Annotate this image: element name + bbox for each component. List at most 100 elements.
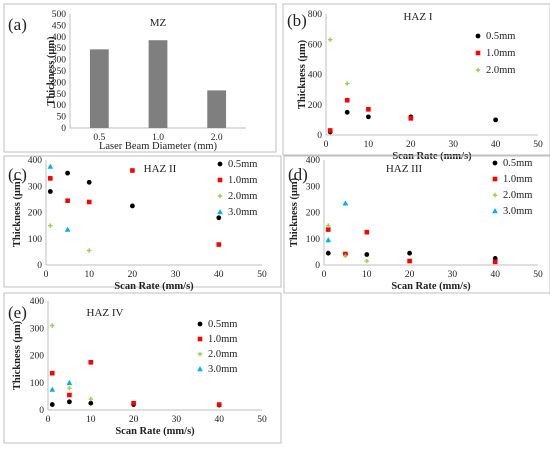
y-tick-label: 350 bbox=[52, 44, 67, 54]
legend-marker-2.0mm bbox=[475, 67, 481, 73]
panel-letter: (d) bbox=[288, 165, 308, 184]
data-point-2.0mm bbox=[87, 248, 92, 253]
x-tick-label: 20 bbox=[128, 270, 138, 280]
x-tick-label: 30 bbox=[448, 140, 458, 150]
chart-title: MZ bbox=[150, 17, 167, 29]
y-tick-label: 450 bbox=[52, 21, 67, 31]
data-point-1.0mm bbox=[130, 168, 135, 173]
chart-panel-3: (c) 0 100 200 300 400 Thickness (μm) 0 10 20 30 40 5… bbox=[3, 155, 282, 292]
y-tick-label: 400 bbox=[52, 33, 67, 43]
x-tick-label: 30 bbox=[172, 415, 182, 425]
data-point-1.0mm bbox=[49, 370, 55, 376]
x-tick-label: 0 bbox=[46, 415, 51, 425]
legend-label: 2.0mm bbox=[486, 65, 515, 76]
x-tick-label: 10 bbox=[84, 270, 94, 280]
data-point-0.5mm bbox=[65, 170, 70, 176]
data-point-3.0mm bbox=[66, 379, 73, 385]
legend-marker-2.0mm bbox=[492, 192, 498, 198]
data-point-0.5mm bbox=[67, 399, 72, 405]
y-tick-label: 300 bbox=[306, 182, 321, 192]
data-point-1.0mm bbox=[216, 242, 222, 247]
data-point-0.5mm bbox=[344, 109, 350, 115]
legend-label: 0.5mm bbox=[208, 319, 237, 330]
data-point-1.0mm bbox=[88, 360, 94, 365]
data-point-0.5mm bbox=[366, 114, 371, 120]
y-tick-label: 500 bbox=[52, 10, 67, 20]
chart-panel-2: (b) 0 200 400 600 800 Thickness (μm) 0 10 20 30 40 5… bbox=[282, 3, 550, 162]
x-tick-label: 0 bbox=[324, 140, 329, 150]
x-tick-label: 0.5 bbox=[93, 133, 105, 143]
panel-frame bbox=[3, 292, 282, 444]
x-tick-label: 30 bbox=[171, 270, 181, 280]
legend-label: 1.0mm bbox=[503, 174, 532, 185]
data-point-0.5mm bbox=[216, 215, 222, 221]
data-point-2.0mm bbox=[345, 81, 350, 86]
chart-title: HAZ III bbox=[386, 163, 423, 175]
legend-marker-1.0mm bbox=[217, 177, 223, 183]
y-tick-label: 200 bbox=[308, 101, 323, 111]
y-axis-title: Thickness (μm) bbox=[289, 177, 300, 247]
y-tick-label: 0 bbox=[317, 131, 322, 141]
data-point-1.0mm bbox=[327, 128, 333, 133]
x-tick-label: 50 bbox=[533, 270, 543, 280]
data-point-1.0mm bbox=[48, 176, 53, 181]
data-point-2.0mm bbox=[50, 323, 55, 328]
data-point-2.0mm bbox=[364, 258, 369, 264]
legend-label: 2.0mm bbox=[503, 190, 532, 201]
data-point-1.0mm bbox=[408, 116, 414, 121]
x-tick-label: 10 bbox=[86, 415, 96, 425]
data-point-0.5mm bbox=[49, 402, 55, 407]
y-tick-label: 300 bbox=[28, 182, 43, 192]
data-point-0.5mm bbox=[86, 179, 92, 185]
y-tick-label: 100 bbox=[28, 235, 43, 245]
legend-label: 1.0mm bbox=[486, 48, 515, 59]
legend-marker-3.0mm bbox=[217, 209, 223, 215]
y-tick-label: 400 bbox=[306, 156, 321, 166]
panel-frame bbox=[283, 155, 550, 294]
legend-marker-0.5mm bbox=[197, 321, 203, 327]
data-point-3.0mm bbox=[64, 226, 71, 232]
data-point-0.5mm bbox=[364, 252, 370, 257]
y-tick-label: 300 bbox=[30, 324, 45, 334]
panel-frame bbox=[282, 3, 550, 156]
legend-label: 3.0mm bbox=[208, 364, 237, 375]
data-point-1.0mm bbox=[86, 199, 92, 205]
legend-marker-2.0mm bbox=[217, 193, 223, 199]
legend-marker-0.5mm bbox=[217, 161, 223, 167]
x-tick-label: 40 bbox=[214, 270, 224, 280]
data-point-1.0mm bbox=[325, 227, 331, 232]
y-tick-label: 250 bbox=[52, 67, 67, 77]
x-axis-title: Laser Beam Diameter (mm) bbox=[99, 141, 218, 152]
data-point-2.0mm bbox=[88, 396, 93, 402]
y-tick-label: 50 bbox=[57, 113, 67, 123]
data-point-2.0mm bbox=[48, 223, 53, 228]
y-tick-label: 100 bbox=[30, 379, 45, 389]
data-point-0.5mm bbox=[493, 117, 498, 123]
y-tick-label: 200 bbox=[52, 78, 67, 88]
x-tick-label: 20 bbox=[405, 270, 415, 280]
y-axis-title: Thickness (μm) bbox=[46, 36, 57, 106]
data-point-3.0mm bbox=[47, 163, 54, 169]
panel-letter: (b) bbox=[287, 11, 307, 30]
y-tick-label: 200 bbox=[28, 209, 43, 219]
legend-label: 1.0mm bbox=[208, 334, 237, 345]
data-point-0.5mm bbox=[130, 203, 135, 209]
legend-marker-0.5mm bbox=[492, 160, 498, 166]
chart-panel-4: (d) 0 100 200 300 400 Thickness (μm) 0 10 20 30 40 5… bbox=[283, 155, 550, 294]
y-tick-label: 400 bbox=[28, 156, 43, 166]
data-point-0.5mm bbox=[325, 250, 331, 256]
legend-marker-1.0mm bbox=[492, 176, 498, 182]
x-tick-label: 0 bbox=[44, 270, 49, 280]
legend-label: 3.0mm bbox=[503, 206, 532, 217]
data-point-2.0mm bbox=[67, 386, 72, 391]
legend-label: 3.0mm bbox=[228, 207, 257, 218]
y-tick-label: 150 bbox=[52, 90, 67, 100]
data-point-0.5mm bbox=[407, 250, 412, 256]
x-tick-label: 30 bbox=[448, 270, 458, 280]
y-tick-label: 0 bbox=[315, 261, 320, 271]
legend-label: 0.5mm bbox=[486, 31, 515, 42]
panel-letter: (c) bbox=[8, 165, 27, 184]
y-tick-label: 100 bbox=[52, 101, 67, 111]
bar-0.5 bbox=[89, 49, 109, 129]
data-point-1.0mm bbox=[344, 97, 350, 103]
